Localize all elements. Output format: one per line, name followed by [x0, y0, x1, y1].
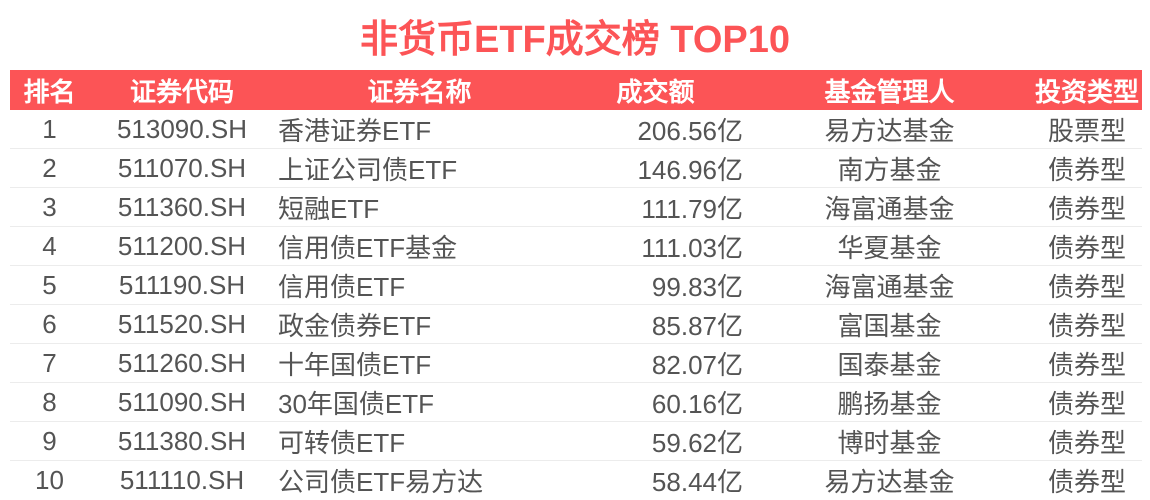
type-cell: 债券型	[1032, 382, 1142, 422]
rank-cell: 10	[35, 464, 64, 495]
manager-cell: 华夏基金	[747, 226, 1032, 266]
volume-cell: 85.87亿	[564, 304, 747, 344]
manager-cell: 易方达基金	[747, 110, 1032, 149]
type-cell: 债券型	[1032, 265, 1142, 305]
header-row: 排名 证券代码 证券名称 成交额 基金管理人 投资类型	[10, 70, 1142, 110]
table-row: 10 511110.SH 公司债ETF易方达 58.44亿 易方达基金 债券型	[10, 461, 1142, 500]
code-cell: 511260.SH	[89, 343, 275, 383]
type-cell: 债券型	[1032, 421, 1142, 461]
name-cell: 信用债ETF	[275, 265, 564, 305]
column-header-code: 证券代码	[89, 70, 275, 110]
name-cell: 短融ETF	[275, 187, 564, 227]
table-row: 2 511070.SH 上证公司债ETF 146.96亿 南方基金 债券型	[10, 148, 1142, 188]
manager-cell: 易方达基金	[824, 466, 955, 497]
manager-cell: 南方基金	[747, 148, 1032, 188]
manager-cell: 鹏扬基金	[747, 382, 1032, 422]
name-cell: 政金债券ETF	[275, 304, 564, 344]
table-row: 7 511260.SH 十年国债ETF 82.07亿 国泰基金 债券型	[10, 343, 1142, 383]
column-header-type: 投资类型	[1032, 70, 1142, 110]
volume-cell: 111.03亿	[564, 226, 747, 266]
column-header-volume: 成交额	[564, 70, 747, 110]
rank-cell: 6	[10, 304, 89, 344]
name-cell: 上证公司债ETF	[275, 148, 564, 188]
manager-cell: 海富通基金	[747, 187, 1032, 227]
manager-cell: 海富通基金	[747, 265, 1032, 305]
table-body: 1 513090.SH 香港证券ETF 206.56亿 易方达基金 股票型 2 511070.…	[10, 110, 1142, 499]
type-cell: 债券型	[1047, 466, 1126, 497]
code-cell: 511200.SH	[89, 226, 275, 266]
table-row: 3 511360.SH 短融ETF 111.79亿 海富通基金 债券型	[10, 187, 1142, 227]
table-row: 4 511200.SH 信用债ETF基金 111.03亿 华夏基金 债券型	[10, 226, 1142, 266]
name-cell: 30年国债ETF	[275, 382, 564, 422]
type-cell: 债券型	[1032, 343, 1142, 383]
code-cell: 511380.SH	[89, 421, 275, 461]
manager-cell: 富国基金	[747, 304, 1032, 344]
name-cell: 可转债ETF	[275, 421, 564, 461]
volume-cell: 111.79亿	[564, 187, 747, 227]
table-header: 排名 证券代码 证券名称 成交额 基金管理人 投资类型	[10, 70, 1142, 110]
code-cell: 513090.SH	[89, 110, 275, 149]
rank-cell: 8	[10, 382, 89, 422]
type-cell: 债券型	[1032, 187, 1142, 227]
rank-cell: 9	[10, 421, 89, 461]
name-cell: 公司债ETF易方达	[278, 466, 484, 497]
name-cell: 十年国债ETF	[275, 343, 564, 383]
name-cell: 香港证券ETF	[275, 110, 564, 149]
type-cell: 股票型	[1032, 110, 1142, 149]
code-cell: 511520.SH	[89, 304, 275, 344]
table-row: 9 511380.SH 可转债ETF 59.62亿 博时基金 债券型	[10, 421, 1142, 461]
table-row: 8 511090.SH 30年国债ETF 60.16亿 鹏扬基金 债券型	[10, 382, 1142, 422]
volume-cell: 59.62亿	[564, 421, 747, 461]
code-cell: 511090.SH	[89, 382, 275, 422]
volume-cell: 82.07亿	[564, 343, 747, 383]
volume-cell: 99.83亿	[564, 265, 747, 305]
table-row: 6 511520.SH 政金债券ETF 85.87亿 富国基金 债券型	[10, 304, 1142, 344]
rank-cell: 2	[10, 148, 89, 188]
column-header-rank: 排名	[10, 70, 89, 110]
rank-cell: 7	[10, 343, 89, 383]
column-header-manager: 基金管理人	[747, 70, 1032, 110]
column-header-name: 证券名称	[275, 70, 564, 110]
volume-cell: 146.96亿	[564, 148, 747, 188]
code-cell: 511190.SH	[89, 265, 275, 305]
volume-cell: 60.16亿	[564, 382, 747, 422]
code-cell: 511070.SH	[89, 148, 275, 188]
page-title: 非货币ETF成交榜 TOP10	[359, 18, 791, 61]
manager-cell: 博时基金	[747, 421, 1032, 461]
volume-cell: 206.56亿	[564, 110, 747, 149]
rank-cell: 5	[10, 265, 89, 305]
code-cell: 511360.SH	[89, 187, 275, 227]
volume-cell: 58.44亿	[651, 466, 743, 497]
rank-cell: 4	[10, 226, 89, 266]
type-cell: 债券型	[1032, 226, 1142, 266]
rank-cell: 1	[10, 110, 89, 149]
type-cell: 债券型	[1032, 148, 1142, 188]
rank-cell: 3	[10, 187, 89, 227]
manager-cell: 国泰基金	[747, 343, 1032, 383]
table-row: 1 513090.SH 香港证券ETF 206.56亿 易方达基金 股票型	[10, 110, 1142, 149]
name-cell: 信用债ETF基金	[275, 226, 564, 266]
table-row: 5 511190.SH 信用债ETF 99.83亿 海富通基金 债券型	[10, 265, 1142, 305]
type-cell: 债券型	[1032, 304, 1142, 344]
code-cell: 511110.SH	[119, 464, 245, 495]
etf-ranking-table: 排名 证券代码 证券名称 成交额 基金管理人 投资类型 1 513090.SH 香港…	[10, 70, 1142, 499]
